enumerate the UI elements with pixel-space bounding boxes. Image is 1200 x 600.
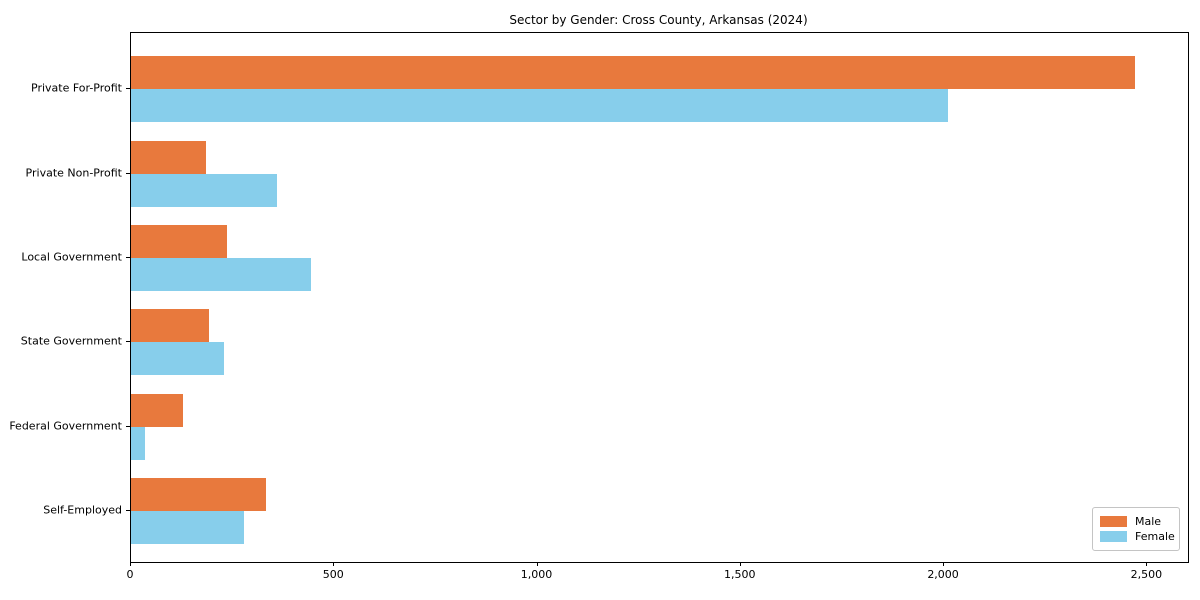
x-axis-tick-label-1500: 1,500	[724, 568, 756, 581]
y-tick-mark	[126, 425, 130, 427]
x-tick-mark	[130, 562, 131, 566]
y-tick-mark	[126, 256, 130, 258]
y-axis-label-private-non-profit: Private Non-Profit	[25, 166, 122, 180]
bar-male-state-government	[131, 309, 209, 343]
y-tick-mark	[126, 172, 130, 174]
x-axis-tick-label-1000: 1,000	[520, 568, 553, 581]
x-axis-tick-label-0: 0	[126, 568, 134, 581]
y-tick-mark	[126, 341, 130, 343]
x-axis-tick-label-500: 500	[322, 568, 344, 581]
x-tick-mark	[739, 562, 741, 566]
y-axis-label-federal-government: Federal Government	[9, 419, 122, 433]
x-tick-mark	[333, 562, 335, 566]
legend: Male Female	[1092, 507, 1180, 551]
x-tick-mark	[536, 562, 538, 566]
x-tick-mark	[943, 562, 945, 566]
y-axis-label-self-employed: Self-Employed	[43, 503, 122, 517]
bar-female-private-non-profit	[131, 173, 277, 207]
x-axis-tick-label-2500: 2,500	[1130, 568, 1163, 581]
plot-area	[130, 32, 1189, 563]
bar-female-private-for-profit	[131, 89, 949, 123]
bar-male-private-non-profit	[131, 140, 207, 174]
legend-label-female: Female	[1135, 530, 1175, 543]
x-axis-tick-label-2000: 2,000	[927, 568, 959, 581]
legend-swatch-female	[1100, 531, 1127, 542]
y-axis-label-private-for-profit: Private For-Profit	[31, 81, 122, 95]
bar-male-private-for-profit	[131, 56, 1136, 90]
legend-item-male: Male	[1100, 514, 1171, 529]
y-tick-mark	[126, 88, 130, 90]
bar-male-self-employed	[131, 477, 266, 511]
legend-label-male: Male	[1135, 515, 1162, 528]
y-tick-mark	[126, 509, 130, 511]
bar-female-federal-government	[131, 426, 146, 460]
bar-male-federal-government	[131, 393, 183, 427]
bar-female-local-government	[131, 257, 312, 291]
bar-female-self-employed	[131, 510, 245, 544]
x-tick-mark	[1146, 562, 1148, 566]
legend-swatch-male	[1100, 516, 1127, 527]
y-axis-label-local-government: Local Government	[21, 250, 122, 264]
chart-title: Sector by Gender: Cross County, Arkansas…	[509, 13, 808, 27]
bar-male-local-government	[131, 224, 227, 258]
bar-female-state-government	[131, 342, 225, 376]
y-axis-label-state-government: State Government	[20, 334, 122, 348]
legend-item-female: Female	[1100, 529, 1175, 544]
